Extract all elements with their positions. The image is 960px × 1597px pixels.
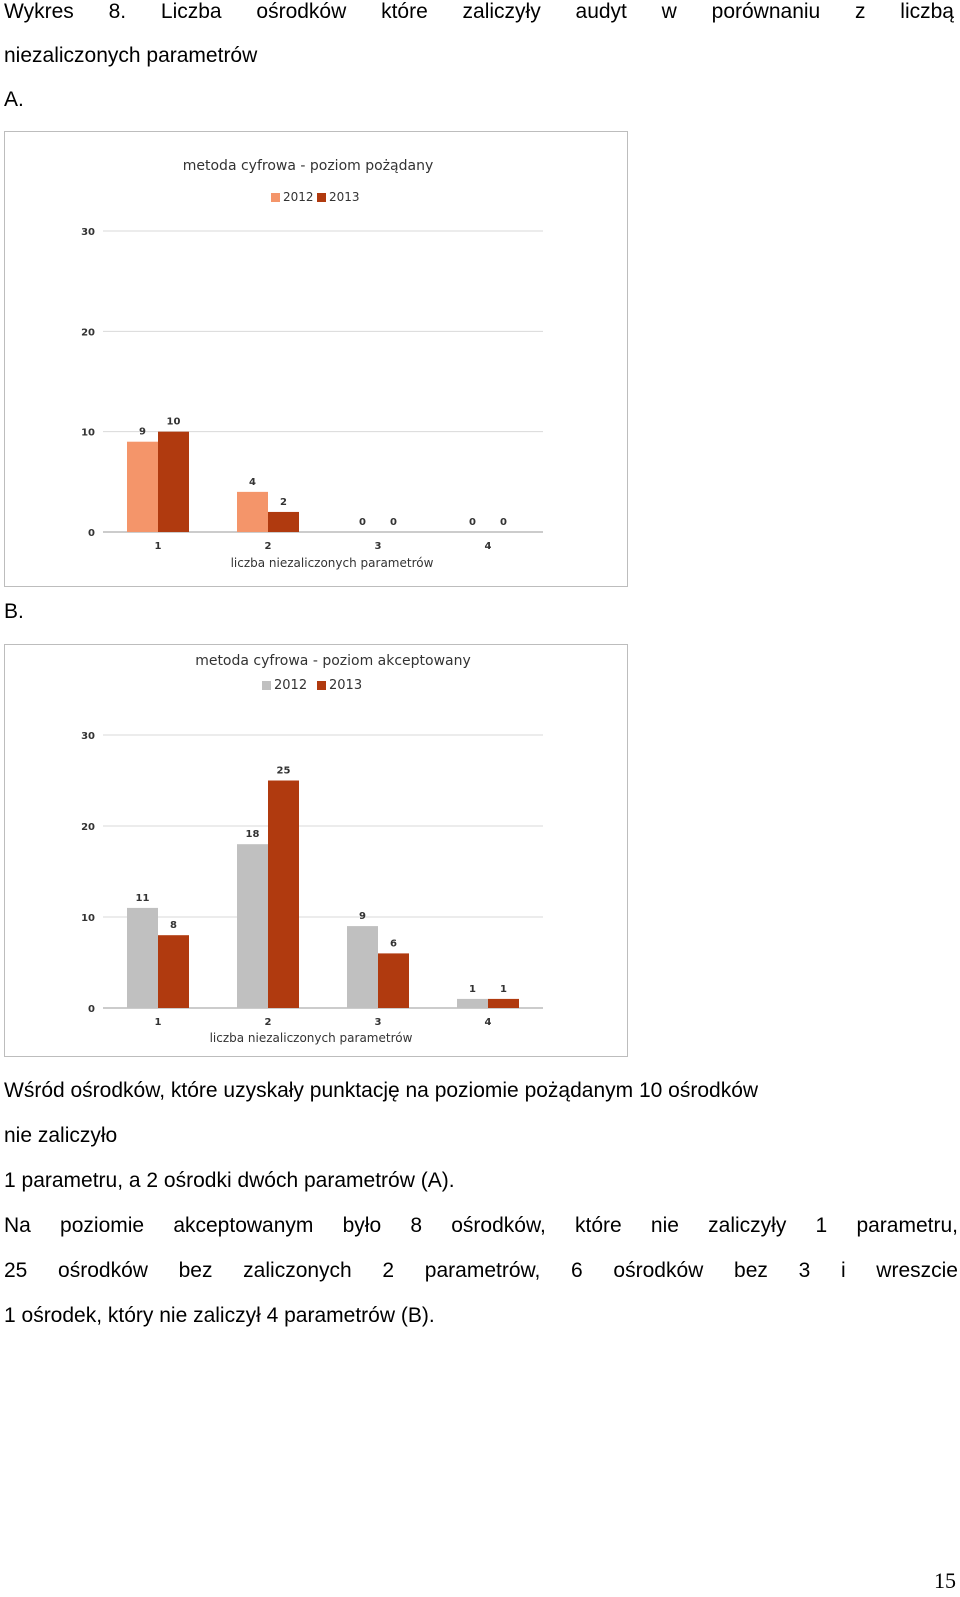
paragraph-1-line-3: 1 parametru, a 2 ośrodki dwóch parametró… <box>4 1169 455 1192</box>
chart-a-bar-2013-1 <box>158 431 189 532</box>
chart-a-ytick-20: 20 <box>81 327 95 338</box>
chart-a-ytick-30: 30 <box>81 227 95 238</box>
chart-a-bar-2012-1 <box>127 441 158 532</box>
chart-a-data-label-2012-3: 0 <box>359 517 366 528</box>
chart-b-legend-label-2013: 2013 <box>329 678 362 693</box>
chart-a-ytick-10: 10 <box>81 428 95 439</box>
paragraph-2-line-3: 1 ośrodek, który nie zaliczył 4 parametr… <box>4 1304 435 1327</box>
chart-a-bar-2013-2 <box>268 511 299 532</box>
chart-a-data-label-2012-2: 4 <box>249 477 256 488</box>
chart-b-legend-swatch-2013 <box>317 681 326 690</box>
chart-a-ytick-0: 0 <box>88 528 95 539</box>
chart-b-legend-swatch-2012 <box>262 681 271 690</box>
paragraph-1: Wśród ośrodków, które uzyskały punktację… <box>4 1068 958 1203</box>
paragraph-1-line-2: nie zaliczyło <box>4 1124 118 1147</box>
chart-b-xlabel: liczba niezaliczonych parametrów <box>210 1031 413 1045</box>
chart-b-ytick-0: 0 <box>88 1004 95 1015</box>
chart-a-data-label-2012-1: 9 <box>139 427 146 438</box>
chart-a-title: metoda cyfrowa - poziom pożądany <box>183 158 433 174</box>
chart-b-data-label-2012-1: 11 <box>136 893 150 904</box>
chart-b-bar-2013-3 <box>378 953 409 1008</box>
chart-b-ytick-30: 30 <box>81 731 95 742</box>
chart-b-data-label-2013-3: 6 <box>390 938 397 949</box>
chart-b-bar-2012-2 <box>237 844 268 1008</box>
chart-a-xlabel: liczba niezaliczonych parametrów <box>231 556 434 570</box>
chart-a-data-label-2012-4: 0 <box>469 517 476 528</box>
chart-a-legend-swatch-2013 <box>317 193 326 202</box>
chart-b-bar-2013-1 <box>158 935 189 1008</box>
chart-b-legend-label-2012: 2012 <box>274 678 307 693</box>
chart-b-data-label-2013-2: 25 <box>277 766 291 777</box>
chart-a-xtick-3: 3 <box>375 541 382 552</box>
chart-a-data-label-2013-3: 0 <box>390 517 397 528</box>
chart-a-xtick-4: 4 <box>485 541 492 552</box>
figure-caption-line-2: niezaliczonych parametrów <box>4 44 258 67</box>
chart-a-data-label-2013-2: 2 <box>280 497 287 508</box>
paragraph-2: Na poziomie akceptowanym było 8 ośrodków… <box>4 1203 958 1338</box>
chart-a-xtick-1: 1 <box>155 541 162 552</box>
figure-caption-line-1: Wykres 8. Liczba ośrodków które zaliczył… <box>4 0 954 23</box>
chart-b-xtick-4: 4 <box>485 1017 492 1028</box>
section-label-a: A. <box>4 88 24 111</box>
chart-b-bar-2013-2 <box>268 780 299 1008</box>
paragraph-1-line-1: Wśród ośrodków, które uzyskały punktację… <box>4 1079 759 1102</box>
chart-b-title: metoda cyfrowa - poziom akceptowany <box>195 653 471 669</box>
chart-a-legend-label-2012: 2012 <box>283 190 314 204</box>
chart-a-bar-2012-2 <box>237 491 268 532</box>
chart-b-xtick-3: 3 <box>375 1017 382 1028</box>
chart-b-ytick-10: 10 <box>81 913 95 924</box>
chart-a-xtick-2: 2 <box>265 541 272 552</box>
chart-b-data-label-2013-1: 8 <box>170 920 177 931</box>
paragraph-2-line-1: Na poziomie akceptowanym było 8 ośrodków… <box>4 1214 958 1237</box>
chart-a: metoda cyfrowa - poziom pożądany 2012 2013… <box>4 131 628 587</box>
chart-a-data-label-2013-1: 10 <box>167 417 181 428</box>
chart-a-data-label-2013-4: 0 <box>500 517 507 528</box>
chart-b-ytick-20: 20 <box>81 822 95 833</box>
paragraph-2-line-2: 25 ośrodków bez zaliczonych 2 parametrów… <box>4 1259 958 1282</box>
chart-b-data-label-2013-4: 1 <box>500 984 507 995</box>
chart-b: metoda cyfrowa - poziom akceptowany 2012 2… <box>4 644 628 1057</box>
chart-b-bar-2012-3 <box>347 926 378 1008</box>
chart-b-data-label-2012-2: 18 <box>246 829 260 840</box>
chart-b-xtick-1: 1 <box>155 1017 162 1028</box>
chart-b-bar-2012-4 <box>457 998 488 1008</box>
section-label-b: B. <box>4 600 24 623</box>
chart-b-bar-2013-4 <box>488 998 519 1008</box>
chart-a-legend-label-2013: 2013 <box>329 190 360 204</box>
chart-a-legend-swatch-2012 <box>271 193 280 202</box>
chart-b-data-label-2012-3: 9 <box>359 911 366 922</box>
chart-b-xtick-2: 2 <box>265 1017 272 1028</box>
chart-b-data-label-2012-4: 1 <box>469 984 476 995</box>
page-number: 15 <box>934 1568 956 1593</box>
chart-b-bar-2012-1 <box>127 907 158 1008</box>
